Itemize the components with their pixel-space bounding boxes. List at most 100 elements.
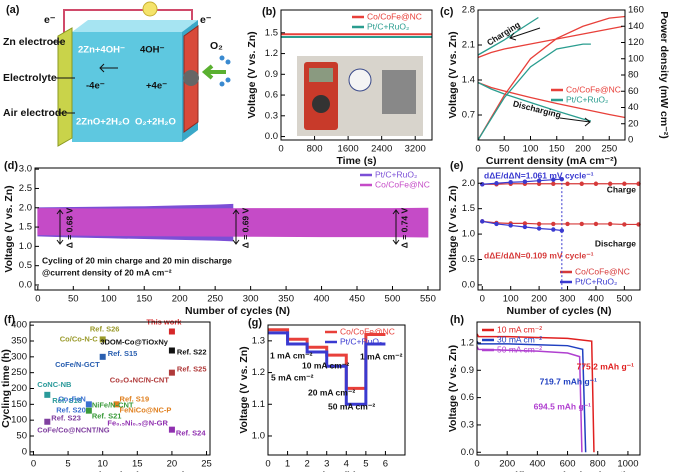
oxygen-arrow: [201, 64, 226, 80]
y-tick-label: 200: [11, 383, 27, 394]
point-label: Ref. S19: [120, 394, 150, 403]
annotation: 694.5 mAh g⁻¹: [534, 401, 592, 411]
y-tick-label: 1.0: [19, 241, 32, 252]
x-tick-label: 6: [383, 459, 388, 470]
legend-label: 30 mA cm⁻²: [497, 334, 542, 344]
annotation: dΔE/dΔN=1.061 mV cycle⁻¹: [484, 170, 594, 180]
y-tick-label: 350: [11, 336, 27, 347]
marker: [579, 221, 584, 227]
point: [113, 401, 120, 408]
legend-label: Pt/C+RuO₂: [375, 169, 417, 179]
series-line: [482, 183, 639, 185]
y2-tick-label: 40: [628, 102, 639, 113]
reaction: 2ZnO+2H₂O: [76, 117, 130, 128]
plot-frame: [280, 9, 433, 141]
x-tick-label: 800: [307, 144, 323, 155]
x-tick-label: 250: [601, 144, 617, 155]
annotation: dΔE/dΔN=0.109 mV cycle⁻¹: [484, 250, 594, 260]
point: [85, 407, 92, 414]
marker: [536, 181, 542, 186]
annotation: 775.2 mAh g⁻¹: [577, 361, 635, 371]
x-tick-label: 100: [503, 294, 519, 305]
y-tick-label: 50: [16, 431, 27, 442]
point: [85, 401, 92, 408]
x-axis-label: Time (s): [336, 155, 376, 167]
x-tick-label: 1: [285, 459, 290, 470]
dial: [312, 95, 330, 113]
electrolyte-top: [72, 20, 198, 32]
delta-arrow: [56, 209, 64, 245]
point-label: Ref. S20: [56, 405, 86, 414]
x-tick-label: 0: [31, 459, 36, 470]
panel-label: (b): [262, 6, 276, 18]
annotation: @current density of 20 mA cm⁻²: [42, 267, 172, 277]
x-tick-label: 0: [278, 144, 283, 155]
x-tick-label: 400: [588, 294, 604, 305]
x-tick-label: 300: [560, 294, 576, 305]
plot-frame: [267, 324, 406, 456]
electrolyte-label: Electrolyte: [3, 72, 57, 84]
x-axis-label: Current density (mA cm⁻²): [54, 470, 185, 472]
series-line: [268, 331, 386, 406]
panel-label: (h): [450, 314, 464, 326]
y-tick-label: 2.8: [462, 5, 475, 16]
x-tick-label: 0: [265, 459, 270, 470]
delta-arrow: [232, 209, 240, 245]
marker: [551, 181, 556, 186]
plot-frame: [34, 167, 441, 291]
marker: [559, 228, 565, 233]
y-tick-label: 300: [11, 351, 27, 362]
x-axis-label: Number of cycles (N): [185, 305, 290, 317]
air-window: [183, 70, 199, 86]
marker: [536, 221, 542, 227]
annotation: Δ = 0.74 V: [399, 207, 409, 248]
x-tick-label: 1000: [617, 459, 638, 470]
series-line: [477, 43, 591, 141]
x-tick-label: 150: [549, 144, 565, 155]
x-tick-label: 100: [101, 294, 117, 305]
zn-plate: [57, 27, 73, 147]
bulb: [142, 1, 158, 17]
x-tick-label: 3200: [405, 144, 426, 155]
ion-arrow: [99, 63, 118, 73]
point: [168, 328, 175, 335]
series-line: [477, 16, 539, 56]
series-line: [476, 346, 583, 453]
series-line: [476, 340, 587, 453]
y-tick-label: 2.0: [19, 202, 32, 213]
cycling-band: [37, 207, 429, 238]
point-label: Co/Co-N-C: [60, 334, 98, 343]
x-tick-label: 450: [349, 294, 365, 305]
legend-label: Pt/C+RuO₂: [566, 94, 608, 104]
y-tick-label: 1.2: [461, 337, 474, 348]
series-line: [482, 220, 639, 226]
y-tick-label: 1.5: [265, 27, 278, 38]
x-tick-label: 1600: [338, 144, 359, 155]
marker: [480, 219, 485, 224]
marker: [622, 181, 627, 186]
point-label: Co₃FeN: [58, 394, 86, 403]
point-label: Ref. S22: [177, 347, 207, 356]
y-tick-label: 400: [11, 320, 27, 331]
arrow: [559, 117, 591, 127]
y-tick-label: 250: [11, 367, 27, 378]
y2-tick-label: 20: [628, 118, 639, 129]
y-tick-label: 1.1: [252, 399, 265, 410]
reaction: O₂+2H₂O: [135, 117, 176, 128]
point-label: NiFe/N-CNT: [92, 401, 134, 410]
legend-label: 10 mA cm⁻²: [497, 324, 542, 334]
y-tick-label: 0.9: [461, 365, 474, 376]
reaction: 2Zn+4OH⁻: [78, 45, 125, 56]
y2-tick-label: 140: [628, 21, 644, 32]
pointer-lines: [52, 41, 75, 114]
annotation: Charge: [607, 184, 637, 194]
marker: [622, 222, 627, 227]
bubble: [219, 55, 225, 61]
x-tick-label: 0: [474, 459, 479, 470]
marker: [579, 181, 584, 186]
legend-label: Pt/C+RuO₂: [340, 336, 382, 346]
electron-label: e⁻: [200, 14, 212, 26]
x-axis-label: Time (h): [316, 470, 357, 472]
panel-label: (d): [4, 160, 18, 172]
